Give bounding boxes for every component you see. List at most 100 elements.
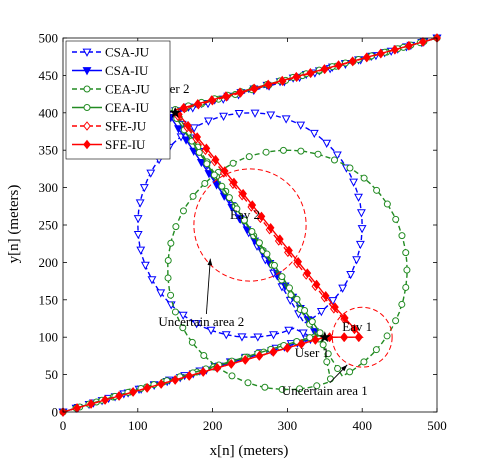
series-marker	[376, 48, 385, 59]
series-marker	[354, 193, 363, 202]
series-marker	[349, 178, 359, 187]
series-marker	[101, 395, 109, 405]
series-marker	[419, 37, 427, 47]
series-marker	[225, 194, 233, 202]
series-marker	[262, 148, 270, 156]
series-marker	[219, 112, 228, 121]
annotation-arrow	[205, 258, 211, 315]
series-marker	[239, 188, 247, 199]
series-marker	[355, 240, 365, 250]
series-marker	[303, 268, 312, 278]
series-marker	[83, 121, 91, 131]
legend-entry: SFE-IU	[72, 137, 146, 152]
series-marker	[241, 355, 250, 365]
series-marker	[255, 351, 264, 361]
series-marker	[203, 117, 213, 126]
series-marker	[83, 139, 91, 150]
series-marker	[135, 199, 145, 208]
series-marker	[133, 215, 143, 224]
series-marker	[196, 158, 206, 168]
y-tick-label: 500	[39, 31, 59, 46]
eavesdropper-label: Eav 1	[342, 319, 372, 334]
series-marker	[184, 120, 192, 131]
legend-label: SFE-IU	[105, 137, 146, 152]
series-marker	[201, 179, 209, 187]
series-marker	[82, 48, 92, 57]
series-marker	[248, 200, 257, 210]
legend-entry: CSA-JU	[72, 45, 150, 60]
series-marker	[157, 379, 166, 389]
uncertain-area-circle	[193, 168, 307, 282]
series-marker	[167, 291, 175, 299]
eavesdropper: Eav 2	[193, 168, 307, 282]
series-marker	[346, 270, 356, 280]
series-marker	[294, 257, 303, 267]
series-marker	[334, 60, 343, 70]
series-marker	[278, 273, 286, 281]
series-marker	[356, 209, 366, 218]
series-marker	[266, 111, 276, 120]
series-marker	[297, 339, 306, 349]
series-marker	[140, 261, 150, 270]
series-marker	[322, 139, 332, 148]
axes: 0 100 200 300 400 500 0 50 100 150 200 250 300 350 400…	[39, 31, 447, 434]
series-marker	[255, 239, 263, 247]
series-marker	[229, 159, 237, 167]
y-tick-label: 250	[39, 218, 59, 233]
series-marker	[179, 324, 187, 332]
series-marker	[228, 372, 236, 380]
legend: CSA-JU CSA-IU CEA-JU CEA-IU SFE-JU SFE-IU	[65, 40, 171, 160]
series-marker	[257, 211, 266, 222]
series-marker	[314, 150, 322, 158]
series-marker	[350, 323, 359, 334]
series-marker	[319, 341, 327, 349]
series-marker	[208, 95, 216, 105]
annotation: Uncertain area 2	[158, 258, 244, 329]
y-axis-label: y[n] (meters)	[6, 185, 22, 264]
series-marker	[164, 257, 172, 265]
legend-entry: SFE-JU	[72, 119, 147, 134]
series-marker	[179, 207, 187, 215]
series-marker	[306, 68, 315, 78]
series-marker	[240, 216, 248, 224]
series-marker	[139, 184, 149, 193]
series-marker	[405, 40, 413, 51]
series-marker	[189, 124, 199, 133]
eavesdropper: Eav 1	[331, 306, 393, 368]
series-marker	[338, 284, 348, 293]
series-marker	[211, 154, 220, 165]
legend-entry: CEA-JU	[72, 82, 150, 97]
series-marker	[82, 67, 92, 76]
series-marker	[285, 245, 293, 256]
series-marker	[172, 223, 180, 231]
series-marker	[221, 331, 231, 340]
series-marker	[346, 164, 354, 172]
series-marker	[390, 44, 399, 55]
series-marker	[230, 177, 238, 188]
x-tick-label: 100	[128, 418, 148, 433]
series-marker	[316, 308, 326, 317]
series-marker	[348, 56, 357, 67]
y-tick-label: 150	[39, 292, 59, 307]
series-marker	[192, 320, 202, 329]
series-marker	[210, 171, 218, 179]
series-marker	[179, 102, 188, 113]
x-axis-label: x[n] (meters)	[210, 443, 289, 459]
series-marker	[297, 147, 305, 155]
series-marker	[266, 222, 275, 233]
series-marker	[129, 387, 138, 397]
user-label: User 1	[295, 345, 329, 360]
legend-entry: CSA-IU	[72, 63, 149, 78]
series-marker	[402, 283, 410, 291]
series-marker	[203, 160, 211, 168]
y-tick-label: 100	[39, 330, 59, 345]
legend-box	[65, 40, 171, 160]
series-marker	[392, 215, 400, 223]
series-marker	[311, 335, 320, 345]
series-marker	[245, 153, 253, 161]
series-marker	[334, 365, 342, 373]
series-marker	[278, 75, 287, 86]
user-marker: User 1	[295, 331, 331, 360]
